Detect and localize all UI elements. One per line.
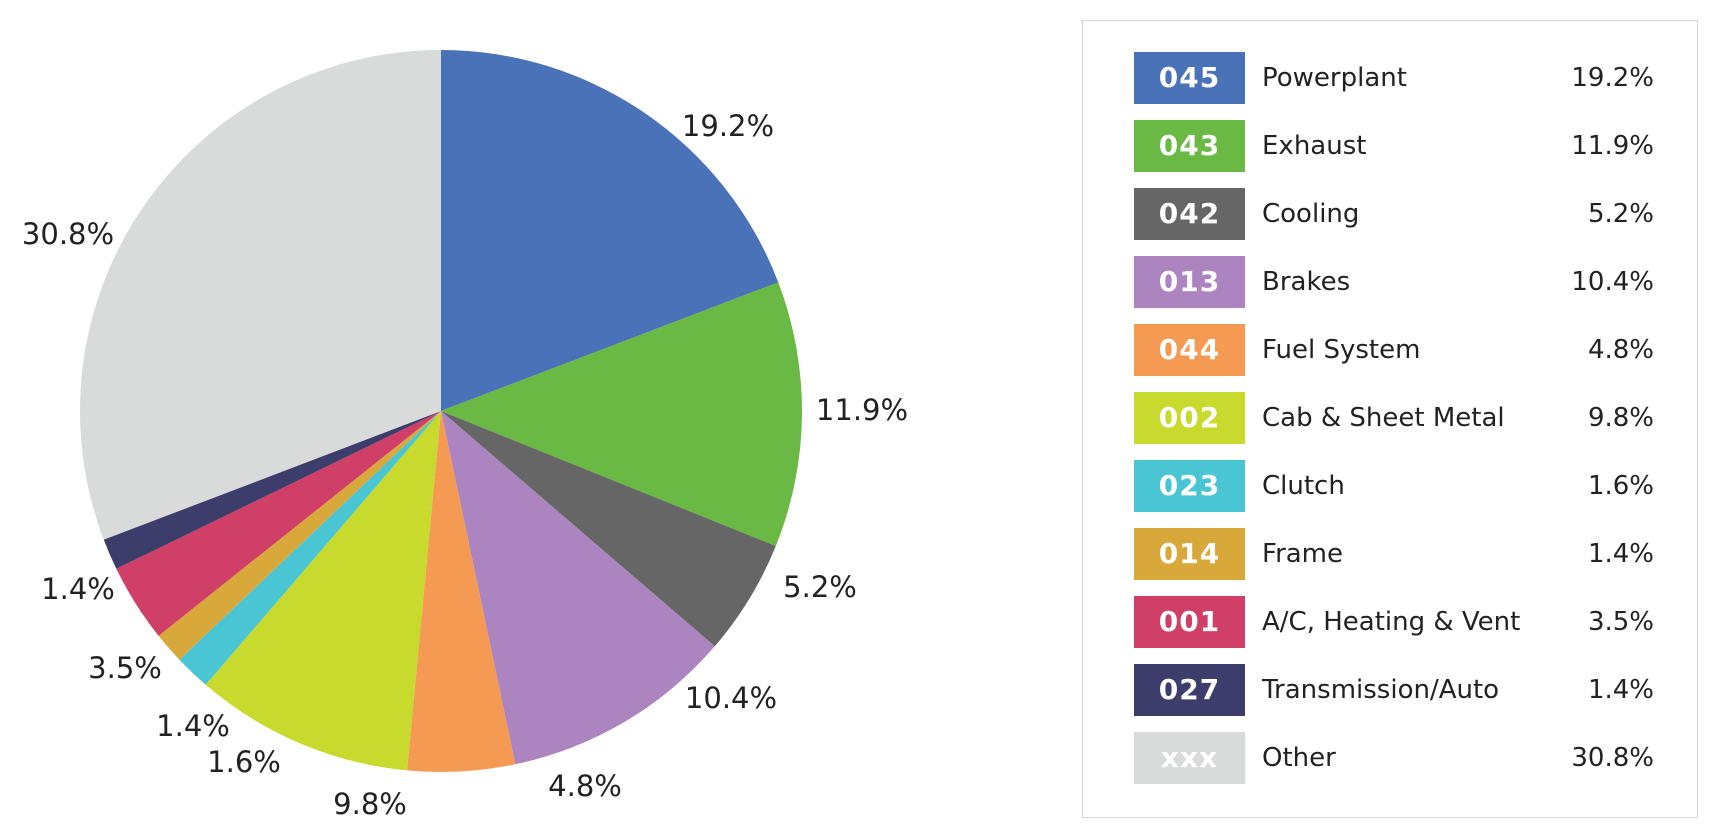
slice-label-001: 3.5% (88, 651, 162, 685)
pie-slice-027 (103, 411, 442, 569)
legend-name: Brakes (1262, 267, 1351, 297)
legend-name: Cooling (1262, 199, 1360, 229)
pie-slice-xxx (80, 50, 441, 540)
slice-label-xxx: 30.8% (22, 217, 114, 251)
slice-label-043: 11.9% (816, 393, 908, 427)
slice-label-042: 5.2% (783, 570, 857, 604)
legend-name: A/C, Heating & Vent (1262, 607, 1521, 637)
slice-label-013: 10.4% (685, 681, 777, 715)
pie-slice-002 (205, 411, 441, 771)
legend-item-045: 045 Powerplant 19.2% (1134, 52, 1654, 104)
legend-item-042: 042 Cooling 5.2% (1134, 188, 1654, 240)
slice-label-002: 9.8% (333, 787, 407, 821)
legend-code-badge: 013 (1134, 256, 1245, 308)
legend-percent: 3.5% (1587, 607, 1654, 637)
legend-code-badge: 044 (1134, 324, 1245, 376)
legend-code-badge: 014 (1134, 528, 1245, 580)
pie-slice-014 (158, 411, 441, 660)
legend-percent: 5.2% (1587, 199, 1654, 229)
legend-item-044: 044 Fuel System 4.8% (1134, 324, 1654, 376)
legend-percent: 1.4% (1587, 675, 1654, 705)
slice-label-014: 1.4% (156, 709, 230, 743)
legend-item-013: 013 Brakes 10.4% (1134, 256, 1654, 308)
legend-item-002: 002 Cab & Sheet Metal 9.8% (1134, 392, 1654, 444)
legend-code-badge: 045 (1134, 52, 1245, 104)
legend-percent: 9.8% (1587, 403, 1654, 433)
legend-percent: 19.2% (1571, 63, 1654, 93)
pie-slice-001 (116, 411, 441, 636)
slice-label-044: 4.8% (548, 769, 622, 803)
legend-name: Fuel System (1262, 335, 1421, 365)
legend-code-badge: 023 (1134, 460, 1245, 512)
legend-item-023: 023 Clutch 1.6% (1134, 460, 1654, 512)
slice-label-023: 1.6% (207, 745, 281, 779)
slice-label-045: 19.2% (682, 109, 774, 143)
legend-item-xxx: xxx Other 30.8% (1134, 732, 1654, 784)
legend-item-001: 001 A/C, Heating & Vent 3.5% (1134, 596, 1654, 648)
pie-slice-023 (179, 411, 441, 685)
pie-slice-043 (441, 282, 802, 546)
legend-name: Exhaust (1262, 131, 1367, 161)
legend-percent: 1.4% (1587, 539, 1654, 569)
legend-code-badge: xxx (1134, 732, 1245, 784)
legend: 045 Powerplant 19.2% 043 Exhaust 11.9% 042 Cool… (1082, 20, 1698, 818)
slice-label-027: 1.4% (41, 572, 115, 606)
legend-name: Transmission/Auto (1262, 675, 1500, 705)
legend-percent: 1.6% (1587, 471, 1654, 501)
legend-name: Cab & Sheet Metal (1262, 403, 1505, 433)
legend-percent: 11.9% (1571, 131, 1654, 161)
legend-item-043: 043 Exhaust 11.9% (1134, 120, 1654, 172)
legend-percent: 30.8% (1571, 743, 1654, 773)
legend-item-014: 014 Frame 1.4% (1134, 528, 1654, 580)
legend-name: Powerplant (1262, 63, 1407, 93)
pie-slice-044 (407, 411, 516, 773)
legend-item-027: 027 Transmission/Auto 1.4% (1134, 664, 1654, 716)
legend-code-badge: 042 (1134, 188, 1245, 240)
pie-slice-013 (441, 411, 715, 765)
legend-percent: 4.8% (1587, 335, 1654, 365)
legend-code-badge: 027 (1134, 664, 1245, 716)
pie-slice-042 (441, 411, 776, 647)
legend-percent: 10.4% (1571, 267, 1654, 297)
legend-name: Other (1262, 743, 1336, 773)
legend-name: Frame (1262, 539, 1344, 569)
legend-code-badge: 043 (1134, 120, 1245, 172)
legend-code-badge: 001 (1134, 596, 1245, 648)
pie-slice-045 (441, 50, 779, 411)
pie-chart: 19.2%11.9%5.2%10.4%4.8%9.8%1.6%1.4%3.5%1… (22, 50, 908, 821)
legend-code-badge: 002 (1134, 392, 1245, 444)
legend-name: Clutch (1262, 471, 1345, 501)
